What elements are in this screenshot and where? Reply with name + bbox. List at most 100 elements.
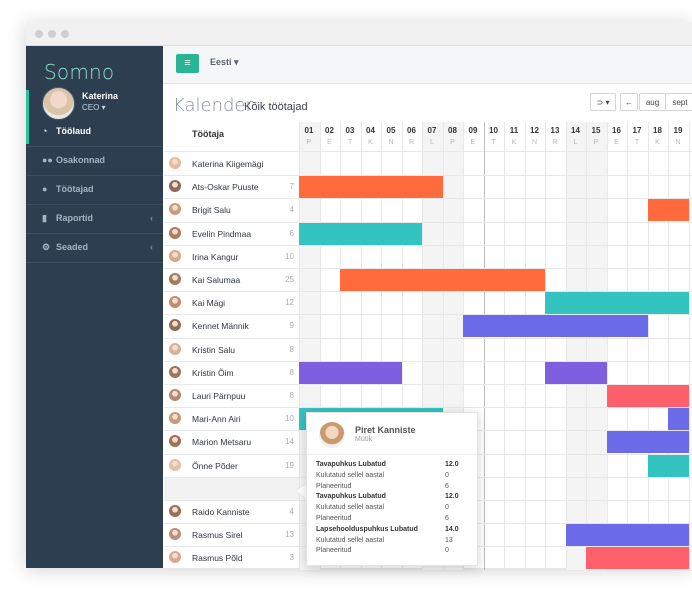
day-number[interactable]: 03 xyxy=(345,126,355,135)
sidebar-divider xyxy=(26,175,163,176)
employee-name[interactable]: Katerina Kiigemägi xyxy=(192,159,264,169)
absence-bar[interactable] xyxy=(299,222,422,245)
absence-bar[interactable] xyxy=(606,385,689,407)
employee-name[interactable]: Lauri Pärnpuu xyxy=(192,391,246,401)
employee-avatar[interactable] xyxy=(169,412,181,425)
employee-name[interactable]: Kai Mägi xyxy=(192,298,226,309)
employee-day-count: 6 xyxy=(289,228,294,238)
day-number[interactable]: 12 xyxy=(530,126,539,135)
language-dropdown[interactable]: Eesti ▾ xyxy=(210,57,239,67)
employee-name[interactable]: Raido Kanniste xyxy=(192,507,250,517)
grid-line-vertical xyxy=(299,122,300,570)
day-number[interactable]: 19 xyxy=(673,126,683,135)
employee-avatar[interactable] xyxy=(169,528,181,541)
absence-bar[interactable] xyxy=(565,524,689,547)
employee-avatar[interactable] xyxy=(169,458,181,471)
absence-bar[interactable] xyxy=(299,176,443,199)
employee-name[interactable]: Õnne Põder xyxy=(192,460,238,471)
employee-name[interactable]: Kristin Salu xyxy=(192,344,235,355)
day-number[interactable]: 05 xyxy=(386,126,396,135)
day-number[interactable]: 10 xyxy=(489,126,498,135)
absence-bar[interactable] xyxy=(668,408,689,431)
popup-line-label: Planeeritud xyxy=(316,515,352,522)
window-close-dot[interactable] xyxy=(35,30,43,38)
employee-day-count: 10 xyxy=(285,414,294,424)
popup-line-label: Kulutatud sellel aastal xyxy=(316,536,385,544)
employee-avatar[interactable] xyxy=(169,435,181,448)
popup-caret xyxy=(296,484,306,498)
employee-day-count: 8 xyxy=(289,344,294,354)
employee-name[interactable]: Evelin Pindmaa xyxy=(192,228,252,239)
sidebar-item-seaded[interactable]: ⚙ Seaded ‹ xyxy=(26,234,163,260)
employee-avatar[interactable] xyxy=(169,365,181,378)
sidebar-item-osakonnad[interactable]: ●● Osakonnad xyxy=(26,147,163,173)
employee-avatar[interactable] xyxy=(169,296,181,309)
grid-line-vertical xyxy=(524,122,526,570)
day-number[interactable]: 15 xyxy=(591,126,601,135)
employee-day-count: 14 xyxy=(285,437,294,447)
rss-feed-button[interactable]: ⊃ ▾ xyxy=(590,93,616,111)
day-number[interactable]: 18 xyxy=(653,126,662,135)
day-number[interactable]: 11 xyxy=(509,126,519,135)
employee-avatar[interactable] xyxy=(169,273,181,285)
day-number[interactable]: 17 xyxy=(632,126,642,135)
employee-name[interactable]: Mari-Ann Airi xyxy=(192,414,241,425)
day-number[interactable]: 01 xyxy=(304,126,314,135)
popup-line-label: Tavapuhkus Lubatud xyxy=(316,493,386,501)
day-number[interactable]: 13 xyxy=(550,126,560,135)
absence-bar[interactable] xyxy=(299,361,402,384)
employee-avatar[interactable] xyxy=(169,180,181,193)
table-row-divider xyxy=(164,244,692,246)
sidebar-item-toolaud[interactable]: ◔ Töölaud xyxy=(26,118,163,144)
absence-bar[interactable] xyxy=(647,454,689,477)
absence-bar[interactable] xyxy=(340,269,545,291)
absence-bar[interactable] xyxy=(586,547,689,570)
employee-avatar[interactable] xyxy=(169,389,181,401)
sidebar-item-raportid[interactable]: ▮ Raportid ‹ xyxy=(26,205,163,231)
window-minimize-dot[interactable] xyxy=(48,30,56,38)
day-number[interactable]: 16 xyxy=(612,126,621,135)
day-number[interactable]: 07 xyxy=(427,126,437,135)
prev-arrow-button[interactable]: ← xyxy=(620,93,638,111)
day-number[interactable]: 02 xyxy=(325,126,334,135)
absence-bar[interactable] xyxy=(606,431,689,454)
day-number[interactable]: 09 xyxy=(468,126,478,135)
user-avatar[interactable] xyxy=(42,87,75,120)
employee-name[interactable]: Rasmus Põld xyxy=(192,553,243,564)
employee-avatar[interactable] xyxy=(169,505,181,517)
month-aug-button[interactable]: aug xyxy=(639,93,666,111)
day-number[interactable]: 04 xyxy=(366,126,375,135)
employee-avatar[interactable] xyxy=(169,319,181,332)
sidebar: Somno Katerina CEO ▾ ◔ Töölaud ●● Osakon… xyxy=(26,46,163,568)
month-sept-button[interactable]: sept xyxy=(665,93,692,111)
sidebar-item-label: Seaded xyxy=(56,242,89,252)
employee-name[interactable]: Rasmus Sirel xyxy=(192,530,243,541)
employee-avatar[interactable] xyxy=(169,226,181,239)
employee-name[interactable]: Kristin Õim xyxy=(192,367,234,378)
absence-bar[interactable] xyxy=(545,292,689,315)
employee-avatar[interactable] xyxy=(169,342,181,355)
absence-bar[interactable] xyxy=(545,361,607,384)
employee-avatar[interactable] xyxy=(169,249,181,262)
day-number[interactable]: 06 xyxy=(407,126,416,135)
day-number[interactable]: 08 xyxy=(448,126,457,135)
window-maximize-dot[interactable] xyxy=(61,30,69,38)
employee-name[interactable]: Ats-Oskar Puuste xyxy=(192,182,259,193)
table-row-divider xyxy=(164,407,692,409)
absence-bar[interactable] xyxy=(647,199,689,222)
grid-line-vertical xyxy=(381,122,382,570)
employee-avatar[interactable] xyxy=(169,551,181,564)
employee-avatar[interactable] xyxy=(169,203,181,216)
employee-name[interactable]: Kai Salumaa xyxy=(192,275,241,285)
day-number[interactable]: 14 xyxy=(571,126,580,135)
sidebar-item-tootajad[interactable]: ● Töötajad xyxy=(26,176,163,202)
employee-name[interactable]: Irina Kangur xyxy=(192,251,239,262)
menu-toggle-button[interactable]: ≡ xyxy=(176,54,199,73)
brand-logo[interactable]: Somno xyxy=(44,60,115,84)
user-role-dropdown[interactable]: CEO ▾ xyxy=(82,103,106,112)
absence-bar[interactable] xyxy=(463,315,648,338)
employee-name[interactable]: Brigit Salu xyxy=(192,205,231,216)
employee-avatar[interactable] xyxy=(169,157,181,169)
employee-name[interactable]: Marion Metsaru xyxy=(192,437,252,448)
employee-name[interactable]: Kennet Männik xyxy=(192,321,249,332)
